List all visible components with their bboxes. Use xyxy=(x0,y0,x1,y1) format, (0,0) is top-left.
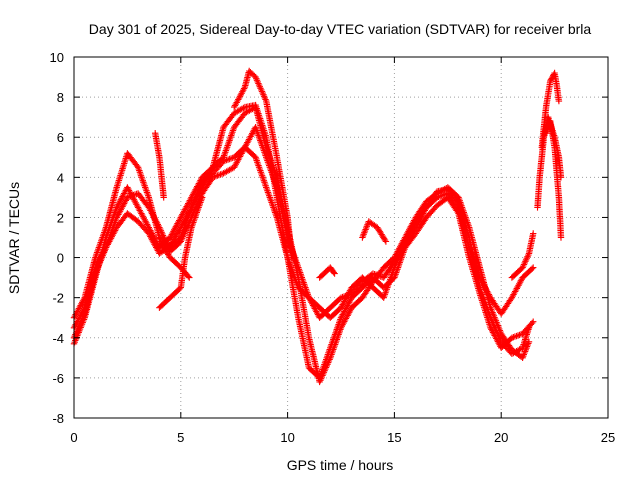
data-point xyxy=(523,255,530,262)
x-tick-label: 10 xyxy=(280,430,294,445)
data-point xyxy=(381,236,389,244)
data-point xyxy=(438,192,445,199)
data-point xyxy=(547,77,554,85)
y-tick-label: -4 xyxy=(52,331,64,346)
data-point xyxy=(528,319,536,327)
y-tick-label: -6 xyxy=(52,371,64,386)
y-tick-label: 4 xyxy=(57,170,64,185)
data-point xyxy=(516,331,523,339)
x-tick-label: 5 xyxy=(177,430,184,445)
data-point xyxy=(199,194,206,201)
x-tick-label: 0 xyxy=(70,430,77,445)
data-point xyxy=(214,172,221,179)
series-track-7 xyxy=(152,130,167,201)
data-point xyxy=(288,254,296,261)
data-point xyxy=(510,334,517,341)
data-point xyxy=(372,271,380,278)
data-point xyxy=(128,192,136,199)
data-point xyxy=(226,155,233,163)
series-track-10 xyxy=(316,264,338,281)
series-track-11 xyxy=(508,230,537,281)
data-point xyxy=(220,158,227,165)
data-point xyxy=(130,191,137,199)
series-track-5 xyxy=(231,67,296,261)
axis-ticks: 0 5 10 15 20 25 -8 -6 -4 -2 0 2 4 6 8 10 xyxy=(50,50,616,445)
data-point xyxy=(337,294,345,301)
data-point xyxy=(433,194,441,201)
data-point xyxy=(530,230,537,237)
data-point xyxy=(330,269,337,276)
data-point xyxy=(211,173,218,180)
data-point xyxy=(555,97,563,105)
y-tick-label: 6 xyxy=(57,130,64,145)
plot-frame xyxy=(73,56,609,419)
x-tick-label: 25 xyxy=(601,430,615,445)
data-point xyxy=(508,334,516,341)
data-point xyxy=(224,156,232,163)
series-track-14 xyxy=(542,118,565,241)
x-tick-label: 20 xyxy=(494,430,508,445)
y-tick-label: 2 xyxy=(57,210,64,225)
data-point xyxy=(217,171,224,178)
y-axis-label: SDTVAR / TECUs xyxy=(6,182,22,294)
data-point xyxy=(522,258,529,265)
y-tick-label: 10 xyxy=(50,50,64,65)
data-point xyxy=(176,285,183,292)
data-marks xyxy=(70,67,565,386)
series-track-1 xyxy=(70,101,533,382)
y-tick-label: -8 xyxy=(52,411,64,426)
data-point xyxy=(343,292,351,299)
data-point xyxy=(124,194,131,201)
data-point xyxy=(525,338,533,345)
data-point xyxy=(530,264,537,271)
data-point xyxy=(454,208,461,216)
data-point xyxy=(212,173,220,180)
data-point xyxy=(513,332,520,340)
series-track-4 xyxy=(70,124,537,351)
data-point xyxy=(440,191,447,199)
y-tick-label: 0 xyxy=(57,251,64,266)
series-track-13 xyxy=(538,69,563,151)
chart-title: Day 301 of 2025, Sidereal Day-to-day VTE… xyxy=(89,21,592,37)
y-tick-label: 8 xyxy=(57,90,64,105)
data-point xyxy=(530,318,537,325)
data-point xyxy=(331,270,338,277)
data-point xyxy=(185,273,192,280)
data-point xyxy=(528,265,536,272)
series-track-8 xyxy=(156,238,193,281)
data-point xyxy=(240,104,247,112)
data-point xyxy=(520,262,527,270)
data-point xyxy=(340,293,348,300)
data-point xyxy=(557,234,565,241)
x-axis-label: GPS time / hours xyxy=(287,457,394,473)
y-tick-label: -2 xyxy=(52,291,64,306)
data-point xyxy=(514,332,522,339)
data-point xyxy=(382,238,390,245)
data-point xyxy=(186,274,193,281)
series-track-6 xyxy=(156,194,206,311)
data-point xyxy=(160,194,167,201)
data-point xyxy=(240,85,248,92)
series-track-9 xyxy=(359,218,390,245)
data-point xyxy=(218,170,226,178)
x-tick-label: 15 xyxy=(387,430,401,445)
data-point xyxy=(374,272,381,279)
